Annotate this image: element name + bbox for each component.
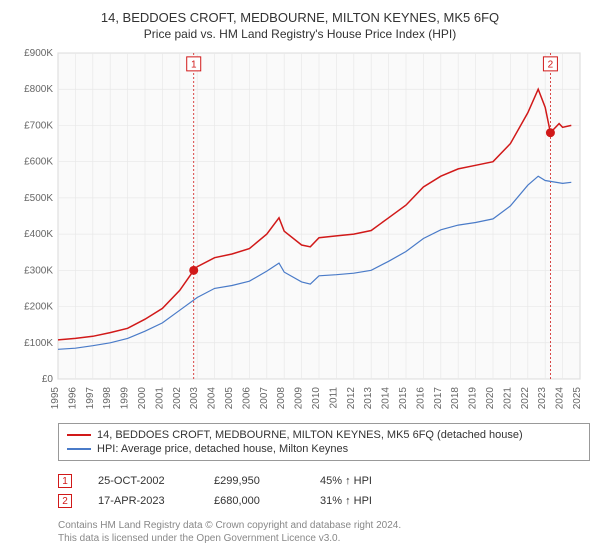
svg-text:£900K: £900K xyxy=(24,48,53,59)
title-sub: Price paid vs. HM Land Registry's House … xyxy=(10,27,590,41)
svg-text:2021: 2021 xyxy=(502,387,513,410)
title-main: 14, BEDDOES CROFT, MEDBOURNE, MILTON KEY… xyxy=(10,10,590,25)
svg-text:£0: £0 xyxy=(42,374,54,385)
svg-text:2024: 2024 xyxy=(555,387,566,410)
svg-text:2020: 2020 xyxy=(485,387,496,410)
svg-text:1998: 1998 xyxy=(102,387,113,410)
legend-swatch xyxy=(67,434,91,436)
svg-text:2011: 2011 xyxy=(328,387,339,409)
transactions-table: 1 25-OCT-2002 £299,950 45% ↑ HPI 2 17-APR-202… xyxy=(58,471,590,511)
legend-label: 14, BEDDOES CROFT, MEDBOURNE, MILTON KEY… xyxy=(97,429,523,441)
transaction-hpi-diff: 45% ↑ HPI xyxy=(320,475,400,487)
footer-line-2: This data is licensed under the Open Gov… xyxy=(58,532,590,545)
svg-text:2022: 2022 xyxy=(520,387,531,410)
svg-text:2010: 2010 xyxy=(311,387,322,410)
transaction-price: £299,950 xyxy=(214,475,294,487)
svg-text:2009: 2009 xyxy=(294,387,305,410)
svg-text:£400K: £400K xyxy=(24,229,53,240)
svg-text:£600K: £600K xyxy=(24,157,53,168)
svg-text:2004: 2004 xyxy=(207,387,218,410)
svg-text:£100K: £100K xyxy=(24,338,53,349)
svg-text:1996: 1996 xyxy=(67,387,78,410)
transaction-badge: 2 xyxy=(58,494,72,508)
svg-text:2000: 2000 xyxy=(137,387,148,410)
svg-text:2019: 2019 xyxy=(468,387,479,410)
legend-row: 14, BEDDOES CROFT, MEDBOURNE, MILTON KEY… xyxy=(67,428,581,442)
svg-text:2006: 2006 xyxy=(241,387,252,410)
transaction-date: 25-OCT-2002 xyxy=(98,475,188,487)
svg-text:2005: 2005 xyxy=(224,387,235,410)
price-chart: £0 £100K £200K £300K £400K £500K £600K £700K £80… xyxy=(10,47,590,417)
transaction-row: 1 25-OCT-2002 £299,950 45% ↑ HPI xyxy=(58,471,590,491)
svg-text:2015: 2015 xyxy=(398,387,409,410)
svg-text:1997: 1997 xyxy=(85,387,96,410)
transaction-price: £680,000 xyxy=(214,495,294,507)
svg-text:2: 2 xyxy=(548,59,554,70)
transaction-hpi-diff: 31% ↑ HPI xyxy=(320,495,400,507)
legend-row: HPI: Average price, detached house, Milt… xyxy=(67,442,581,456)
svg-text:2012: 2012 xyxy=(346,387,357,410)
transaction-row: 2 17-APR-2023 £680,000 31% ↑ HPI xyxy=(58,491,590,511)
svg-text:£300K: £300K xyxy=(24,265,53,276)
transaction-badge: 1 xyxy=(58,474,72,488)
svg-text:2023: 2023 xyxy=(537,387,548,410)
transaction-date: 17-APR-2023 xyxy=(98,495,188,507)
svg-text:1999: 1999 xyxy=(120,387,131,410)
svg-text:£800K: £800K xyxy=(24,84,53,95)
svg-text:2003: 2003 xyxy=(189,387,200,410)
svg-text:2007: 2007 xyxy=(259,387,270,410)
svg-text:2016: 2016 xyxy=(415,387,426,410)
svg-text:£700K: £700K xyxy=(24,120,53,131)
svg-text:2025: 2025 xyxy=(572,387,583,410)
legend-swatch xyxy=(67,448,91,450)
svg-text:1995: 1995 xyxy=(50,387,61,410)
svg-text:2001: 2001 xyxy=(154,387,165,410)
svg-text:2017: 2017 xyxy=(433,387,444,410)
svg-text:2002: 2002 xyxy=(172,387,183,410)
svg-text:£500K: £500K xyxy=(24,193,53,204)
legend: 14, BEDDOES CROFT, MEDBOURNE, MILTON KEY… xyxy=(58,423,590,461)
svg-text:£200K: £200K xyxy=(24,302,53,313)
svg-text:2018: 2018 xyxy=(450,387,461,410)
svg-text:2008: 2008 xyxy=(276,387,287,410)
svg-text:2013: 2013 xyxy=(363,387,374,410)
svg-text:2014: 2014 xyxy=(381,387,392,410)
footer-attribution: Contains HM Land Registry data © Crown c… xyxy=(58,519,590,545)
legend-label: HPI: Average price, detached house, Milt… xyxy=(97,443,348,455)
svg-text:1: 1 xyxy=(191,59,197,70)
footer-line-1: Contains HM Land Registry data © Crown c… xyxy=(58,519,590,532)
